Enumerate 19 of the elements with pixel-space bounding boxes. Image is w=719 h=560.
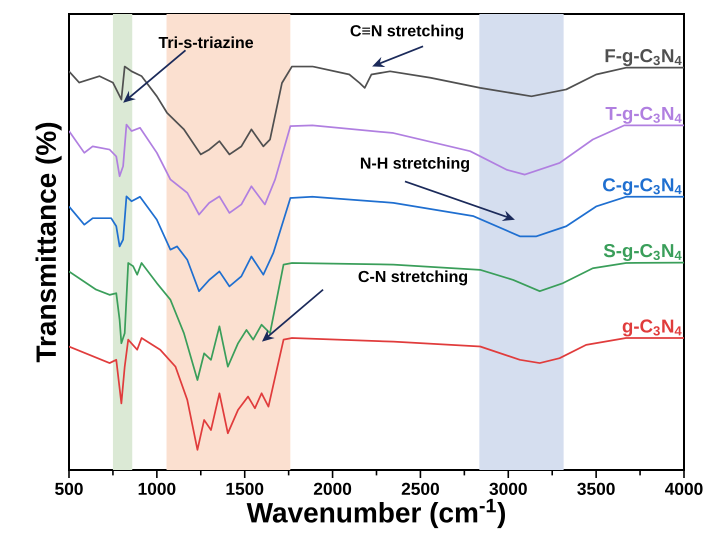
text: Tri-s-triazine	[158, 36, 254, 48]
series-label: F-g-C$_{3}$N$_{4}$	[606, 49, 682, 66]
series-label: g-C$_{3}$N$_{4}$	[622, 319, 682, 336]
x-tick-label: 4000	[664, 482, 703, 495]
series-label: T-g-C$_{3}$N$_{4}$	[606, 106, 682, 124]
series-label: S-g-C$_{3}$N$_{4}$	[604, 244, 682, 261]
x-axis-title: Wavenumber (cm$^{-1}$)	[246, 498, 505, 528]
x-tick-label: 500	[55, 482, 83, 495]
x-tick-label: 1000	[138, 482, 176, 495]
annotation: C-N stretching	[358, 270, 468, 286]
x-tick-label: 3500	[577, 482, 615, 495]
x-tick-label: 1500	[226, 482, 264, 495]
x-tick-label: 3000	[489, 482, 527, 495]
y-axis-title: Transmittance (%)	[36, 122, 62, 362]
text: C≡N stretching	[350, 24, 464, 40]
annotation: N-H stretching	[360, 157, 469, 172]
x-tick-label: 2000	[314, 482, 352, 495]
x-tick-label: 2500	[402, 482, 439, 495]
series-label: C-g-C$_{3}$N$_{4}$	[603, 178, 682, 196]
